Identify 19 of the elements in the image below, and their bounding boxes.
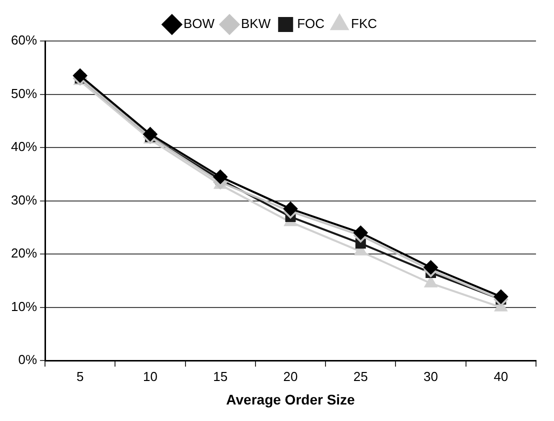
y-tick-label: 0% xyxy=(18,352,38,368)
y-tick-label: 20% xyxy=(10,246,38,261)
x-tick-label: 15 xyxy=(213,368,228,384)
y-tick-label: 40% xyxy=(10,139,38,154)
legend-label: FKC xyxy=(351,16,378,32)
legend-label: BOW xyxy=(183,16,216,32)
legend-label: BKW xyxy=(241,16,272,32)
y-tick-label: 10% xyxy=(10,298,38,314)
x-tick-label: 30 xyxy=(424,368,438,384)
x-tick-label: 5 xyxy=(76,368,84,384)
x-tick-label: 10 xyxy=(142,368,158,384)
x-tick-label: 20 xyxy=(283,368,298,384)
y-tick-label: 50% xyxy=(10,86,38,101)
x-tick-label: 25 xyxy=(353,368,368,384)
x-axis-title: Average Order Size xyxy=(226,391,356,408)
x-tick-label: 40 xyxy=(494,368,508,384)
y-tick-label: 60% xyxy=(10,32,38,48)
legend-label: FOC xyxy=(297,16,325,32)
y-tick-label: 30% xyxy=(10,192,38,208)
